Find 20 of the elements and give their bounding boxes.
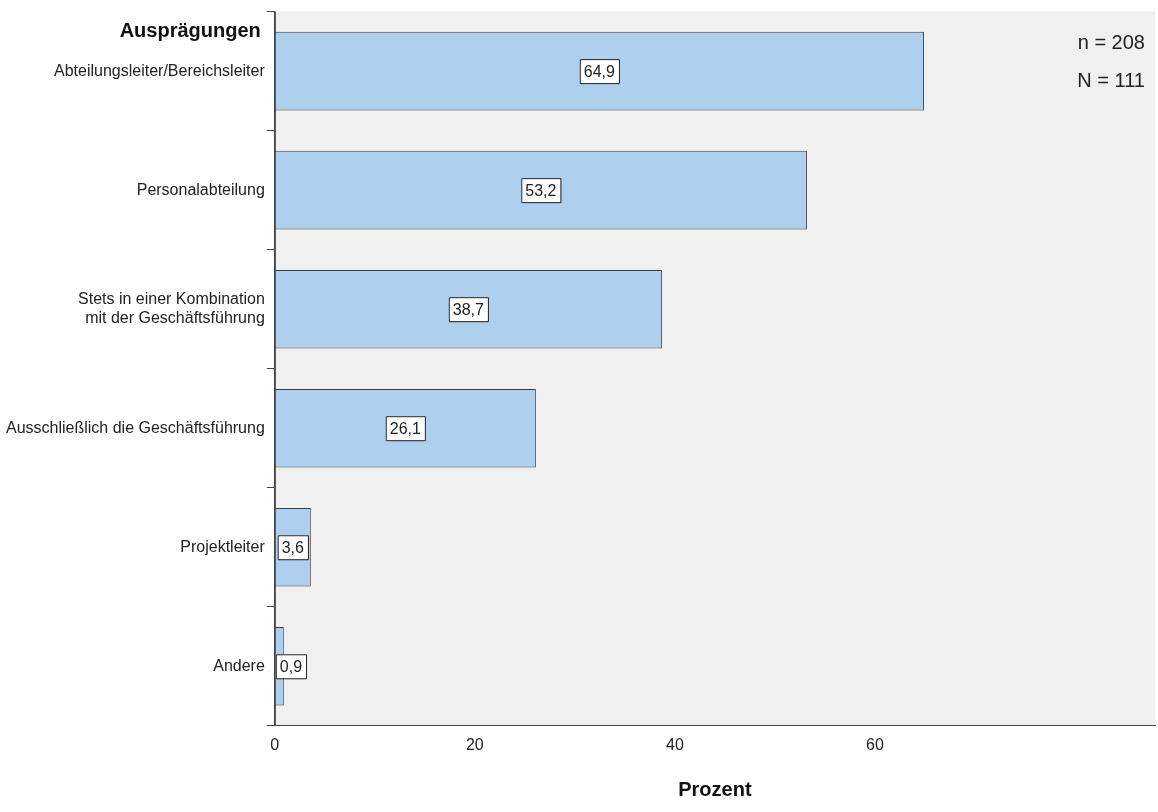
data-label: 64,9 — [583, 62, 616, 80]
y-tick-label: Projektleiter — [180, 537, 266, 555]
x-tick-label: 40 — [665, 735, 684, 753]
y-axis-title: Ausprägungen — [119, 19, 261, 42]
x-axis-title: Prozent — [678, 777, 752, 800]
y-tick-label: Stets in einer Kombination mit der Geschäftsführung — [78, 289, 265, 327]
y-tick-label: Ausschließlich die Geschäftsführung — [6, 418, 265, 436]
y-tick-label: Personalabteilung — [136, 180, 265, 198]
data-label: 53,2 — [525, 181, 557, 199]
annotation: N = 111 — [1077, 69, 1145, 92]
data-label: 3,6 — [281, 538, 305, 556]
x-tick-label: 0 — [270, 735, 280, 753]
data-label: 0,9 — [279, 657, 303, 675]
x-tick-label: 60 — [866, 735, 884, 753]
y-tick-label: Abteilungsleiter/Bereichsleiter — [54, 61, 266, 79]
annotation: n = 208 — [1077, 31, 1145, 54]
y-tick-label: Andere — [213, 656, 265, 674]
data-label: 26,1 — [389, 419, 421, 437]
data-label: 38,7 — [452, 300, 485, 318]
x-tick-label: 20 — [465, 735, 484, 753]
